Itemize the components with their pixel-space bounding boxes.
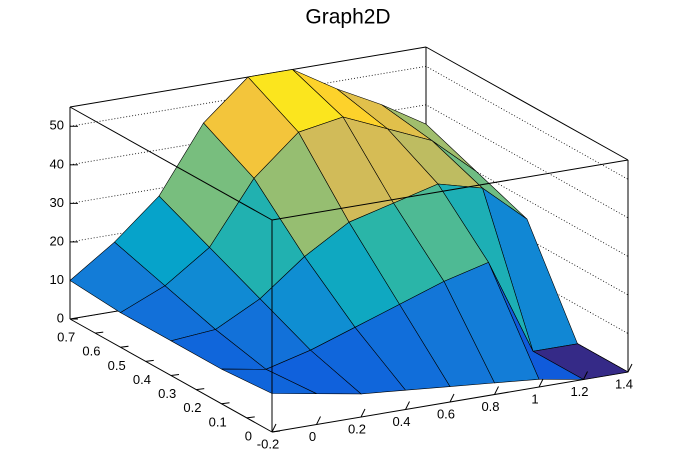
y-tick-label: 0.7 bbox=[57, 330, 75, 345]
y-tick-label: 0 bbox=[245, 428, 252, 443]
y-tick-label: 0.4 bbox=[133, 372, 151, 387]
x-tick-label: 1 bbox=[531, 391, 538, 406]
tick-mark bbox=[271, 430, 281, 433]
box-edge bbox=[271, 159, 629, 221]
chart-title: Graph2D bbox=[305, 6, 390, 29]
tick-mark bbox=[360, 408, 366, 418]
tick-mark bbox=[221, 402, 230, 405]
tick-mark bbox=[627, 363, 633, 373]
z-tick-label: 20 bbox=[50, 233, 64, 248]
x-tick-label: -0.2 bbox=[257, 436, 279, 451]
z-tick-label: 30 bbox=[50, 195, 64, 210]
z-tick-label: 10 bbox=[50, 272, 64, 287]
x-tick-label: 0.4 bbox=[392, 414, 410, 429]
tick-mark bbox=[405, 401, 410, 410]
y-tick-label: 0.5 bbox=[108, 358, 126, 373]
y-tick-label: 0.3 bbox=[158, 386, 176, 401]
tick-mark bbox=[145, 359, 154, 362]
tick-mark bbox=[494, 386, 499, 395]
tick-mark bbox=[449, 393, 455, 403]
y-tick-label: 0.6 bbox=[82, 344, 100, 359]
tick-mark bbox=[170, 374, 180, 376]
z-tick-label: 40 bbox=[50, 156, 64, 171]
x-tick-label: 0.6 bbox=[437, 406, 455, 421]
tick-mark bbox=[271, 423, 277, 433]
y-tick-label: 0.2 bbox=[183, 400, 201, 415]
z-tick-label: 50 bbox=[50, 118, 64, 133]
box-edge bbox=[425, 46, 629, 161]
tick-mark bbox=[538, 378, 544, 388]
x-tick-label: 0 bbox=[309, 429, 316, 444]
x-tick-label: 0.2 bbox=[348, 421, 366, 436]
y-tick-label: 0.1 bbox=[209, 414, 227, 429]
grid-line bbox=[69, 104, 629, 219]
tick-mark bbox=[95, 331, 104, 334]
tick-mark bbox=[583, 371, 588, 380]
surface-cell bbox=[221, 368, 317, 395]
grid-line bbox=[69, 65, 629, 180]
x-tick-label: 0.8 bbox=[481, 399, 499, 414]
tick-mark bbox=[316, 416, 321, 425]
z-tick-label: 0 bbox=[57, 310, 64, 325]
tick-mark bbox=[196, 388, 205, 391]
x-tick-label: 1.2 bbox=[570, 384, 588, 399]
tick-mark bbox=[246, 416, 255, 419]
x-tick-label: 1.4 bbox=[615, 376, 633, 391]
tick-mark bbox=[120, 345, 129, 348]
box-edge bbox=[69, 106, 273, 221]
